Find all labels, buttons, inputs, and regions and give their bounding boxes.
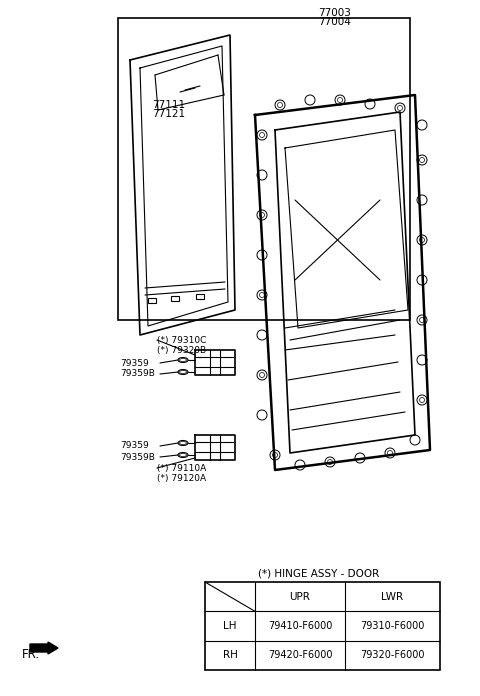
Bar [205, 582, 440, 670]
Text: RH: RH [223, 650, 238, 661]
Text: 79410-F6000: 79410-F6000 [268, 621, 332, 631]
Text: 79359B: 79359B [120, 370, 155, 379]
Bar [171, 296, 179, 301]
Text: LWR: LWR [382, 592, 404, 601]
Text: 77121: 77121 [152, 109, 185, 119]
Bar [196, 294, 204, 299]
Text: UPR: UPR [289, 592, 311, 601]
Text: LH: LH [223, 621, 237, 631]
Text: 77004: 77004 [319, 17, 351, 27]
Bar [148, 298, 156, 303]
Text: (*) 79310C: (*) 79310C [157, 335, 206, 345]
Text: (*) HINGE ASSY - DOOR: (*) HINGE ASSY - DOOR [258, 569, 379, 579]
Text: 77003: 77003 [319, 8, 351, 18]
Text: 79420-F6000: 79420-F6000 [268, 650, 332, 661]
Text: 79359: 79359 [120, 441, 149, 450]
Text: (*) 79110A: (*) 79110A [157, 464, 206, 473]
Bar [118, 18, 410, 320]
Text: 79310-F6000: 79310-F6000 [360, 621, 425, 631]
Text: 79320-F6000: 79320-F6000 [360, 650, 425, 661]
Text: (*) 79320B: (*) 79320B [157, 345, 206, 354]
Text: FR.: FR. [22, 649, 40, 661]
Text: 77111: 77111 [152, 100, 185, 110]
Text: 79359B: 79359B [120, 452, 155, 461]
FancyArrow shape [30, 642, 58, 654]
Text: (*) 79120A: (*) 79120A [157, 473, 206, 482]
Text: 79359: 79359 [120, 358, 149, 367]
